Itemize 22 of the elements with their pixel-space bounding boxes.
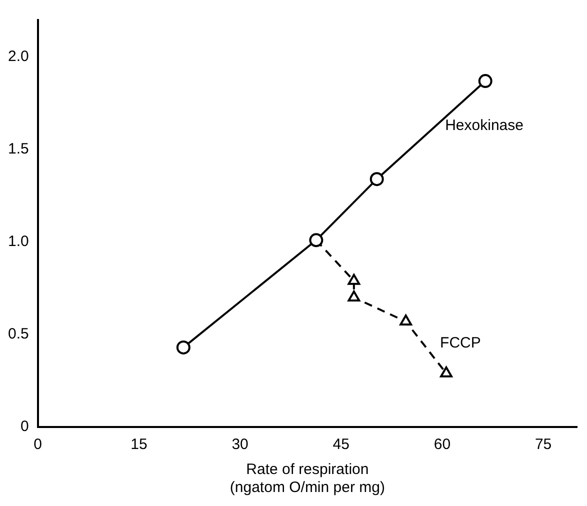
y-tick-label: 1.0	[8, 233, 29, 250]
y-tick-label: 2.0	[8, 48, 29, 66]
x-tick-label: 60	[434, 436, 451, 454]
point	[176, 340, 190, 354]
x-tick-label: 45	[332, 436, 350, 454]
x-tick-label: 15	[130, 436, 148, 454]
series-label: FCCP	[440, 334, 481, 352]
x-axis-title: Rate of respiration (ngatom O/min per mg)	[230, 461, 385, 496]
point	[440, 366, 452, 378]
point	[348, 290, 360, 302]
y-tick-label: 0	[20, 418, 29, 436]
point	[370, 172, 384, 186]
point	[478, 74, 492, 88]
point	[348, 274, 360, 285]
point	[400, 314, 412, 326]
x-tick-label: 75	[534, 436, 552, 454]
x-tick-label: 0	[34, 436, 42, 454]
series-label: Hexokinase	[445, 117, 524, 134]
y-tick-label: 1.5	[8, 140, 29, 158]
y-tick-label: 0.5	[8, 326, 29, 343]
x-tick-label: 30	[232, 436, 248, 454]
point	[309, 233, 324, 248]
